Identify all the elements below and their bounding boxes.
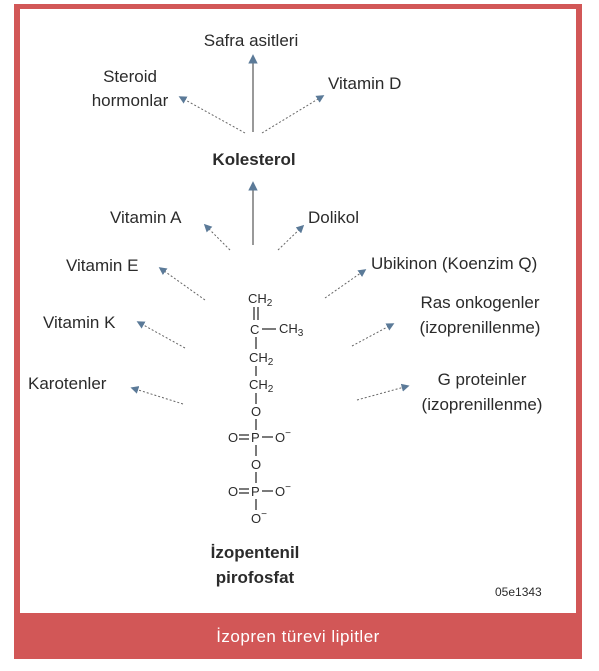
label-g-proteins-2: (izoprenillenme) (422, 395, 543, 414)
atom-o-bottom: O− (251, 509, 267, 526)
label-precursor-2: pirofosfat (216, 568, 295, 587)
label-carotenoids: Karotenler (28, 374, 107, 393)
label-ras-1: Ras onkogenler (420, 293, 539, 312)
atom-p2-right: O− (275, 482, 291, 499)
label-vitamin-e: Vitamin E (66, 256, 138, 275)
arrow-vitamin-a (203, 223, 231, 251)
label-steroid-1: Steroid (103, 67, 157, 86)
label-vitamin-k: Vitamin K (43, 313, 116, 332)
atom-o1: O (251, 404, 261, 419)
label-precursor-1: İzopentenil (211, 543, 300, 562)
arrow-ras (351, 323, 395, 347)
ipp-structure: CH2 C CH3 CH2 CH2 O O P O− O O P O− O− (228, 291, 304, 526)
arrow-carotenoids (130, 386, 184, 405)
label-vitamin-a: Vitamin A (110, 208, 182, 227)
atom-ch2-a: CH2 (249, 350, 274, 368)
figure-code: 05e1343 (495, 585, 542, 599)
atom-p1: P (251, 430, 260, 445)
arrow-g-proteins (356, 383, 410, 401)
label-bile-acids: Safra asitleri (204, 31, 298, 50)
label-ras-2: (izoprenillenme) (420, 318, 541, 337)
arrow-vitamin-d (261, 95, 325, 134)
label-ubiquinone: Ubikinon (Koenzim Q) (371, 254, 537, 273)
label-steroid-2: hormonlar (92, 91, 169, 110)
figure-caption: İzopren türevi lipitler (216, 627, 380, 646)
arrow-vitamin-e (158, 267, 206, 301)
atom-ch3: CH3 (279, 321, 304, 339)
atom-p1-right: O− (275, 428, 291, 445)
label-dolichol: Dolikol (308, 208, 359, 227)
atom-p1-left: O (228, 430, 238, 445)
arrow-ubiquinone (324, 269, 367, 299)
atom-o2: O (251, 457, 261, 472)
atom-ch2-b: CH2 (249, 377, 274, 395)
label-cholesterol: Kolesterol (212, 150, 295, 169)
atom-c-center: C (250, 322, 259, 337)
arrow-dolichol (277, 224, 305, 251)
arrow-steroid-hormones (178, 96, 246, 134)
label-g-proteins-1: G proteinler (438, 370, 527, 389)
arrow-vitamin-k (136, 321, 186, 349)
figure-panel (20, 9, 576, 613)
label-vitamin-d: Vitamin D (328, 74, 401, 93)
atom-p2-left: O (228, 484, 238, 499)
atom-ch2-top: CH2 (248, 291, 273, 309)
atom-p2: P (251, 484, 260, 499)
